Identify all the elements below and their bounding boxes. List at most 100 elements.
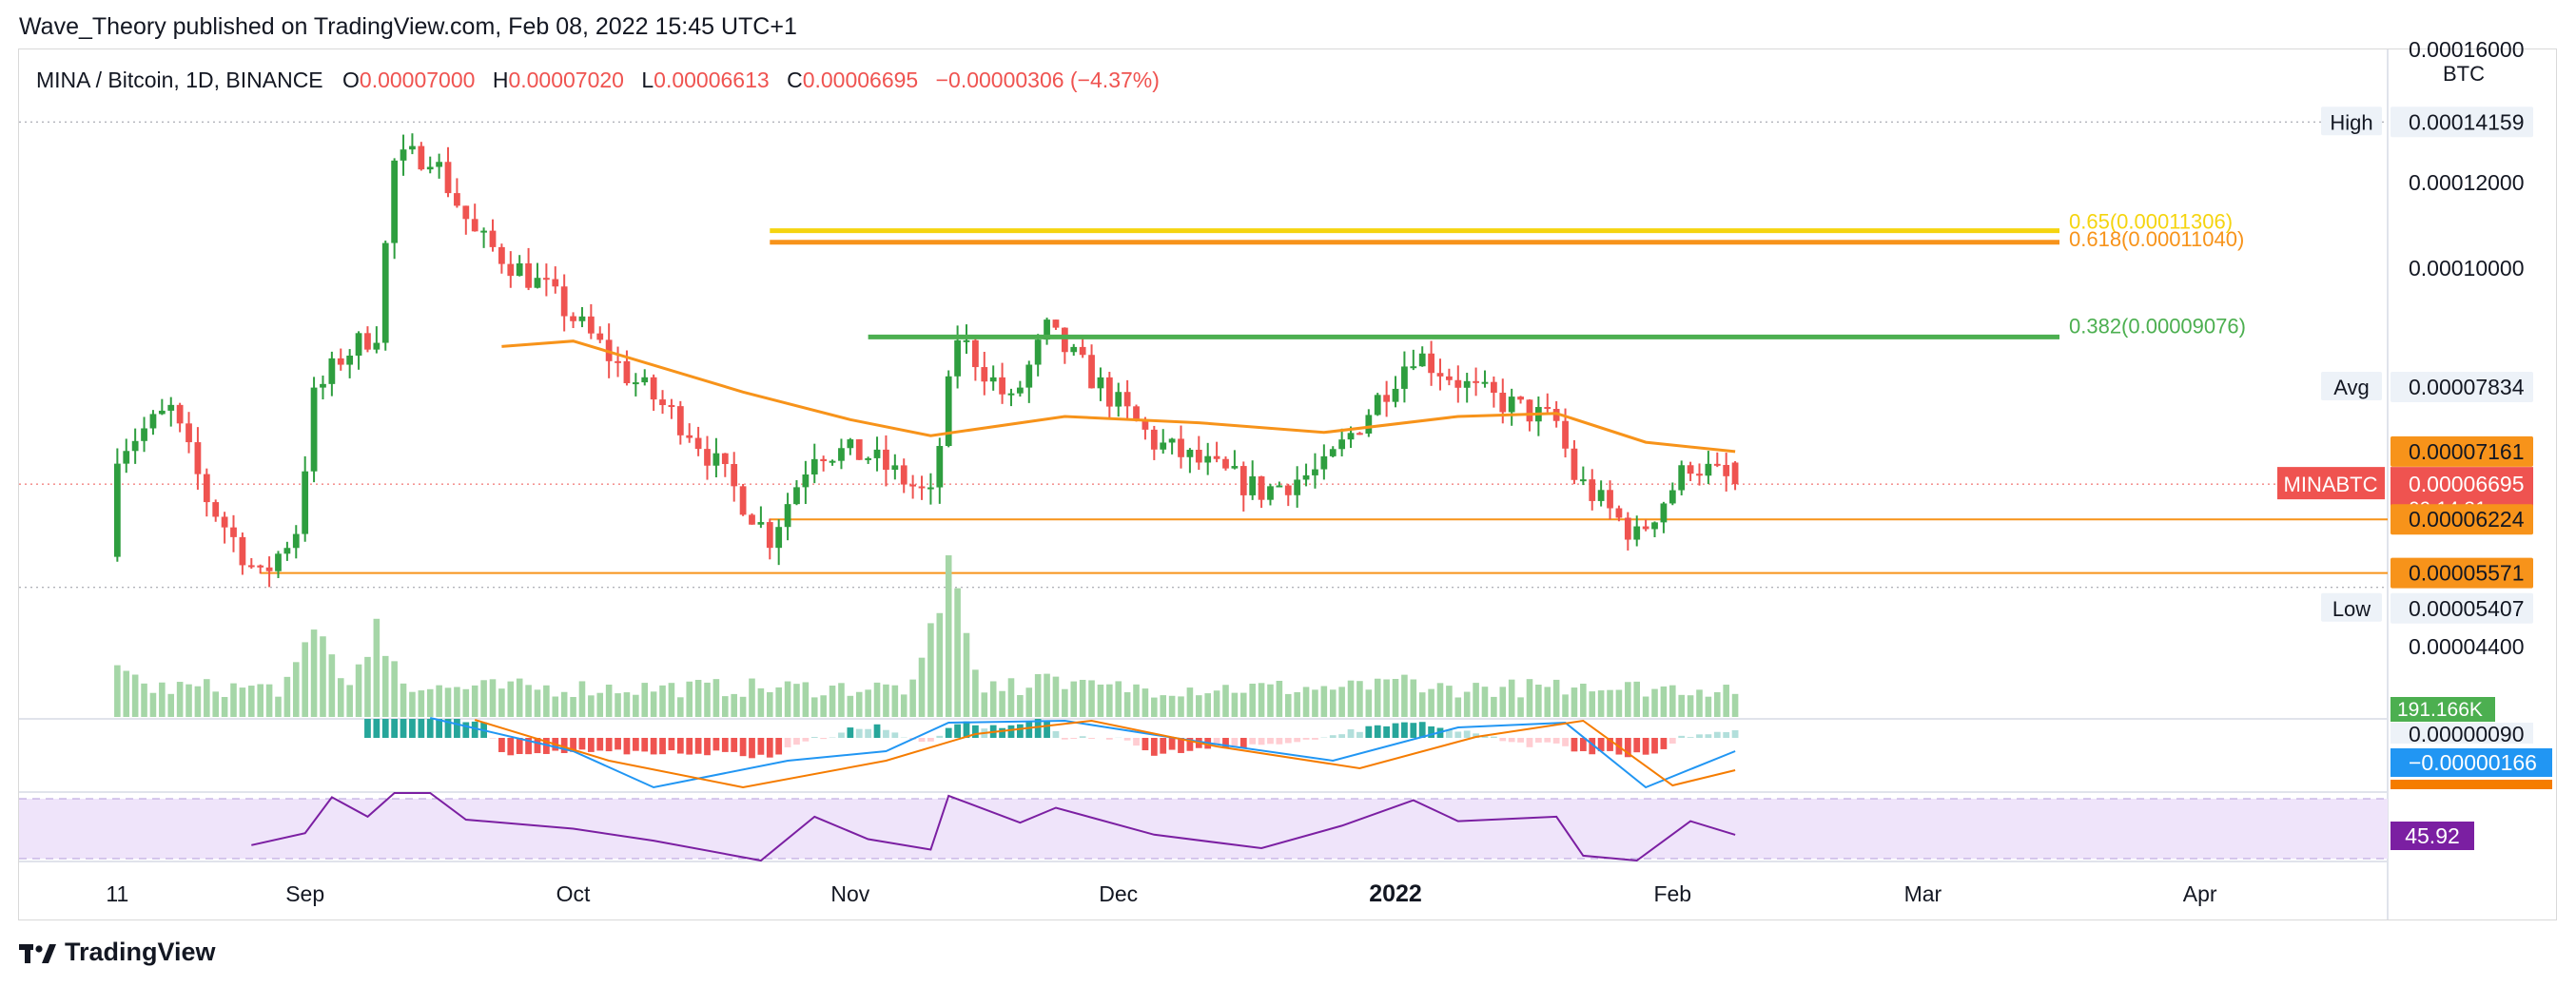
candle-body[interactable] (247, 565, 255, 568)
candle-body[interactable] (480, 230, 487, 233)
candle-body[interactable] (1731, 462, 1739, 485)
candle-body[interactable] (721, 453, 729, 465)
candle-body[interactable] (239, 536, 246, 566)
candle-body[interactable] (784, 504, 791, 528)
candle-body[interactable] (1204, 455, 1212, 463)
candle-body[interactable] (623, 360, 631, 384)
candle-body[interactable] (739, 486, 747, 515)
candle-body[interactable] (668, 405, 675, 408)
candle-body[interactable] (552, 279, 559, 287)
candle-body[interactable] (560, 286, 568, 317)
candle-body[interactable] (1150, 429, 1158, 450)
candle-body[interactable] (578, 316, 586, 321)
candle-body[interactable] (1115, 392, 1122, 407)
candle-body[interactable] (149, 414, 157, 429)
candle-body[interactable] (525, 262, 532, 288)
candle-body[interactable] (1517, 397, 1524, 400)
candle-body[interactable] (757, 522, 765, 525)
candle-body[interactable] (1499, 393, 1507, 413)
candle-body[interactable] (1231, 466, 1239, 469)
candle-body[interactable] (123, 451, 130, 464)
candle-body[interactable] (1481, 381, 1489, 384)
candle-body[interactable] (265, 567, 273, 571)
candle-body[interactable] (1044, 319, 1050, 340)
candle-body[interactable] (1552, 409, 1560, 421)
candle-body[interactable] (963, 339, 970, 342)
rsi-line[interactable] (251, 792, 1736, 862)
candle-body[interactable] (936, 446, 944, 488)
candle-body[interactable] (409, 145, 416, 150)
candle-body[interactable] (302, 471, 309, 534)
candle-body[interactable] (400, 149, 407, 161)
candle-body[interactable] (1473, 380, 1479, 383)
candle-body[interactable] (650, 377, 657, 400)
candle-body[interactable] (793, 487, 800, 505)
candle-body[interactable] (391, 160, 399, 243)
candle-body[interactable] (1651, 522, 1658, 530)
candle-body[interactable] (847, 439, 854, 449)
candle-body[interactable] (1589, 479, 1596, 501)
candle-body[interactable] (632, 382, 639, 385)
candle-body[interactable] (1571, 448, 1578, 480)
candle-body[interactable] (221, 516, 228, 528)
candle-body[interactable] (972, 339, 979, 368)
candle-body[interactable] (1490, 381, 1497, 394)
candle-body[interactable] (641, 377, 649, 383)
candle-body[interactable] (328, 358, 336, 384)
candle-body[interactable] (1320, 455, 1328, 470)
candle-body[interactable] (749, 514, 755, 525)
candle-body[interactable] (1526, 399, 1533, 422)
candle-body[interactable] (883, 449, 889, 471)
candle-body[interactable] (802, 474, 810, 488)
candle-body[interactable] (1713, 463, 1721, 466)
candle-body[interactable] (364, 333, 371, 350)
candle-body[interactable] (131, 440, 139, 452)
candle-body[interactable] (927, 487, 934, 490)
candle-body[interactable] (113, 463, 121, 557)
candle-body[interactable] (1195, 450, 1202, 463)
candle-body[interactable] (570, 316, 576, 321)
candle-body[interactable] (900, 465, 907, 485)
candle-body[interactable] (444, 162, 452, 194)
candle-body[interactable] (1097, 377, 1104, 389)
candle-body[interactable] (436, 162, 443, 167)
candle-body[interactable] (945, 376, 952, 447)
candle-body[interactable] (507, 263, 515, 277)
candle-body[interactable] (1365, 415, 1373, 434)
candle-body[interactable] (820, 458, 828, 461)
candle-body[interactable] (1418, 353, 1426, 367)
candle-body[interactable] (1607, 490, 1613, 509)
candle-body[interactable] (1436, 373, 1444, 377)
candle-body[interactable] (1302, 474, 1310, 480)
candle-body[interactable] (310, 387, 318, 472)
candle-body[interactable] (194, 442, 202, 474)
candle-body[interactable] (615, 360, 621, 363)
candle-body[interactable] (203, 474, 210, 503)
candle-body[interactable] (1463, 380, 1471, 388)
candle-body[interactable] (999, 377, 1005, 395)
candle-body[interactable] (257, 565, 264, 568)
candle-body[interactable] (1213, 455, 1220, 459)
candle-body[interactable] (230, 527, 237, 537)
candle-body[interactable] (1025, 364, 1033, 388)
candle-body[interactable] (587, 316, 595, 334)
candle-body[interactable] (1034, 339, 1042, 365)
candle-body[interactable] (275, 553, 282, 571)
candle-body[interactable] (320, 383, 326, 388)
candle-body[interactable] (810, 458, 818, 474)
candle-body[interactable] (1642, 526, 1649, 530)
candle-body[interactable] (1329, 449, 1337, 456)
candle-body[interactable] (1454, 379, 1462, 388)
candle-body[interactable] (676, 406, 684, 435)
candle-body[interactable] (1678, 465, 1686, 491)
candle-body[interactable] (337, 358, 344, 365)
candle-body[interactable] (141, 428, 147, 441)
candle-body[interactable] (909, 484, 917, 487)
candle-body[interactable] (1669, 490, 1676, 504)
candle-body[interactable] (1294, 479, 1301, 495)
candle-body[interactable] (1258, 475, 1265, 500)
candle-body[interactable] (516, 262, 523, 277)
candle-body[interactable] (185, 423, 192, 443)
candle-body[interactable] (418, 145, 425, 170)
